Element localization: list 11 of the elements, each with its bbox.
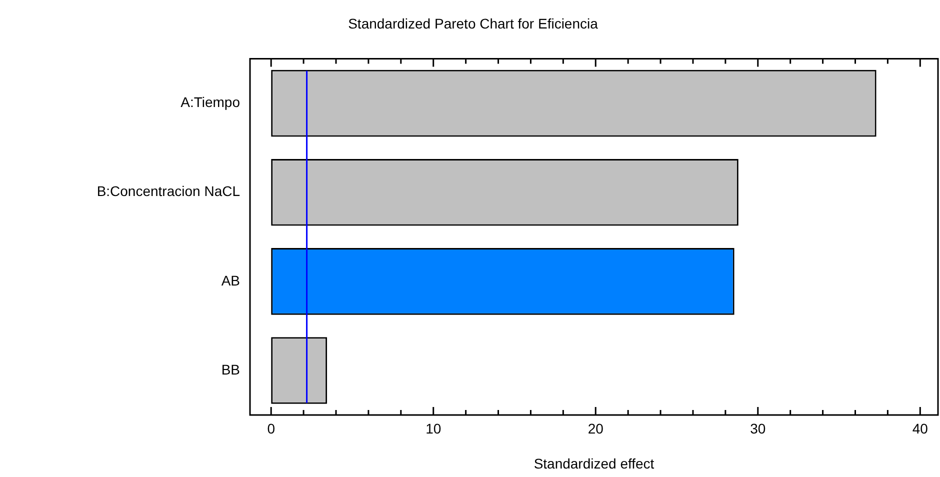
x-tick-label: 30 — [750, 420, 766, 436]
chart-title: Standardized Pareto Chart for Eficiencia — [348, 15, 598, 32]
y-tick-label: A:Tiempo — [180, 94, 240, 110]
x-tick-label: 40 — [912, 420, 928, 436]
y-tick-label: B:Concentracion NaCL — [96, 183, 240, 200]
x-tick-label: 0 — [267, 420, 276, 436]
x-tick-label: 20 — [588, 420, 604, 436]
y-tick-label: BB — [221, 361, 240, 378]
x-tick-label: 10 — [426, 420, 442, 436]
x-axis-title: Standardized effect — [534, 455, 654, 472]
y-tick-label: AB — [221, 272, 240, 288]
